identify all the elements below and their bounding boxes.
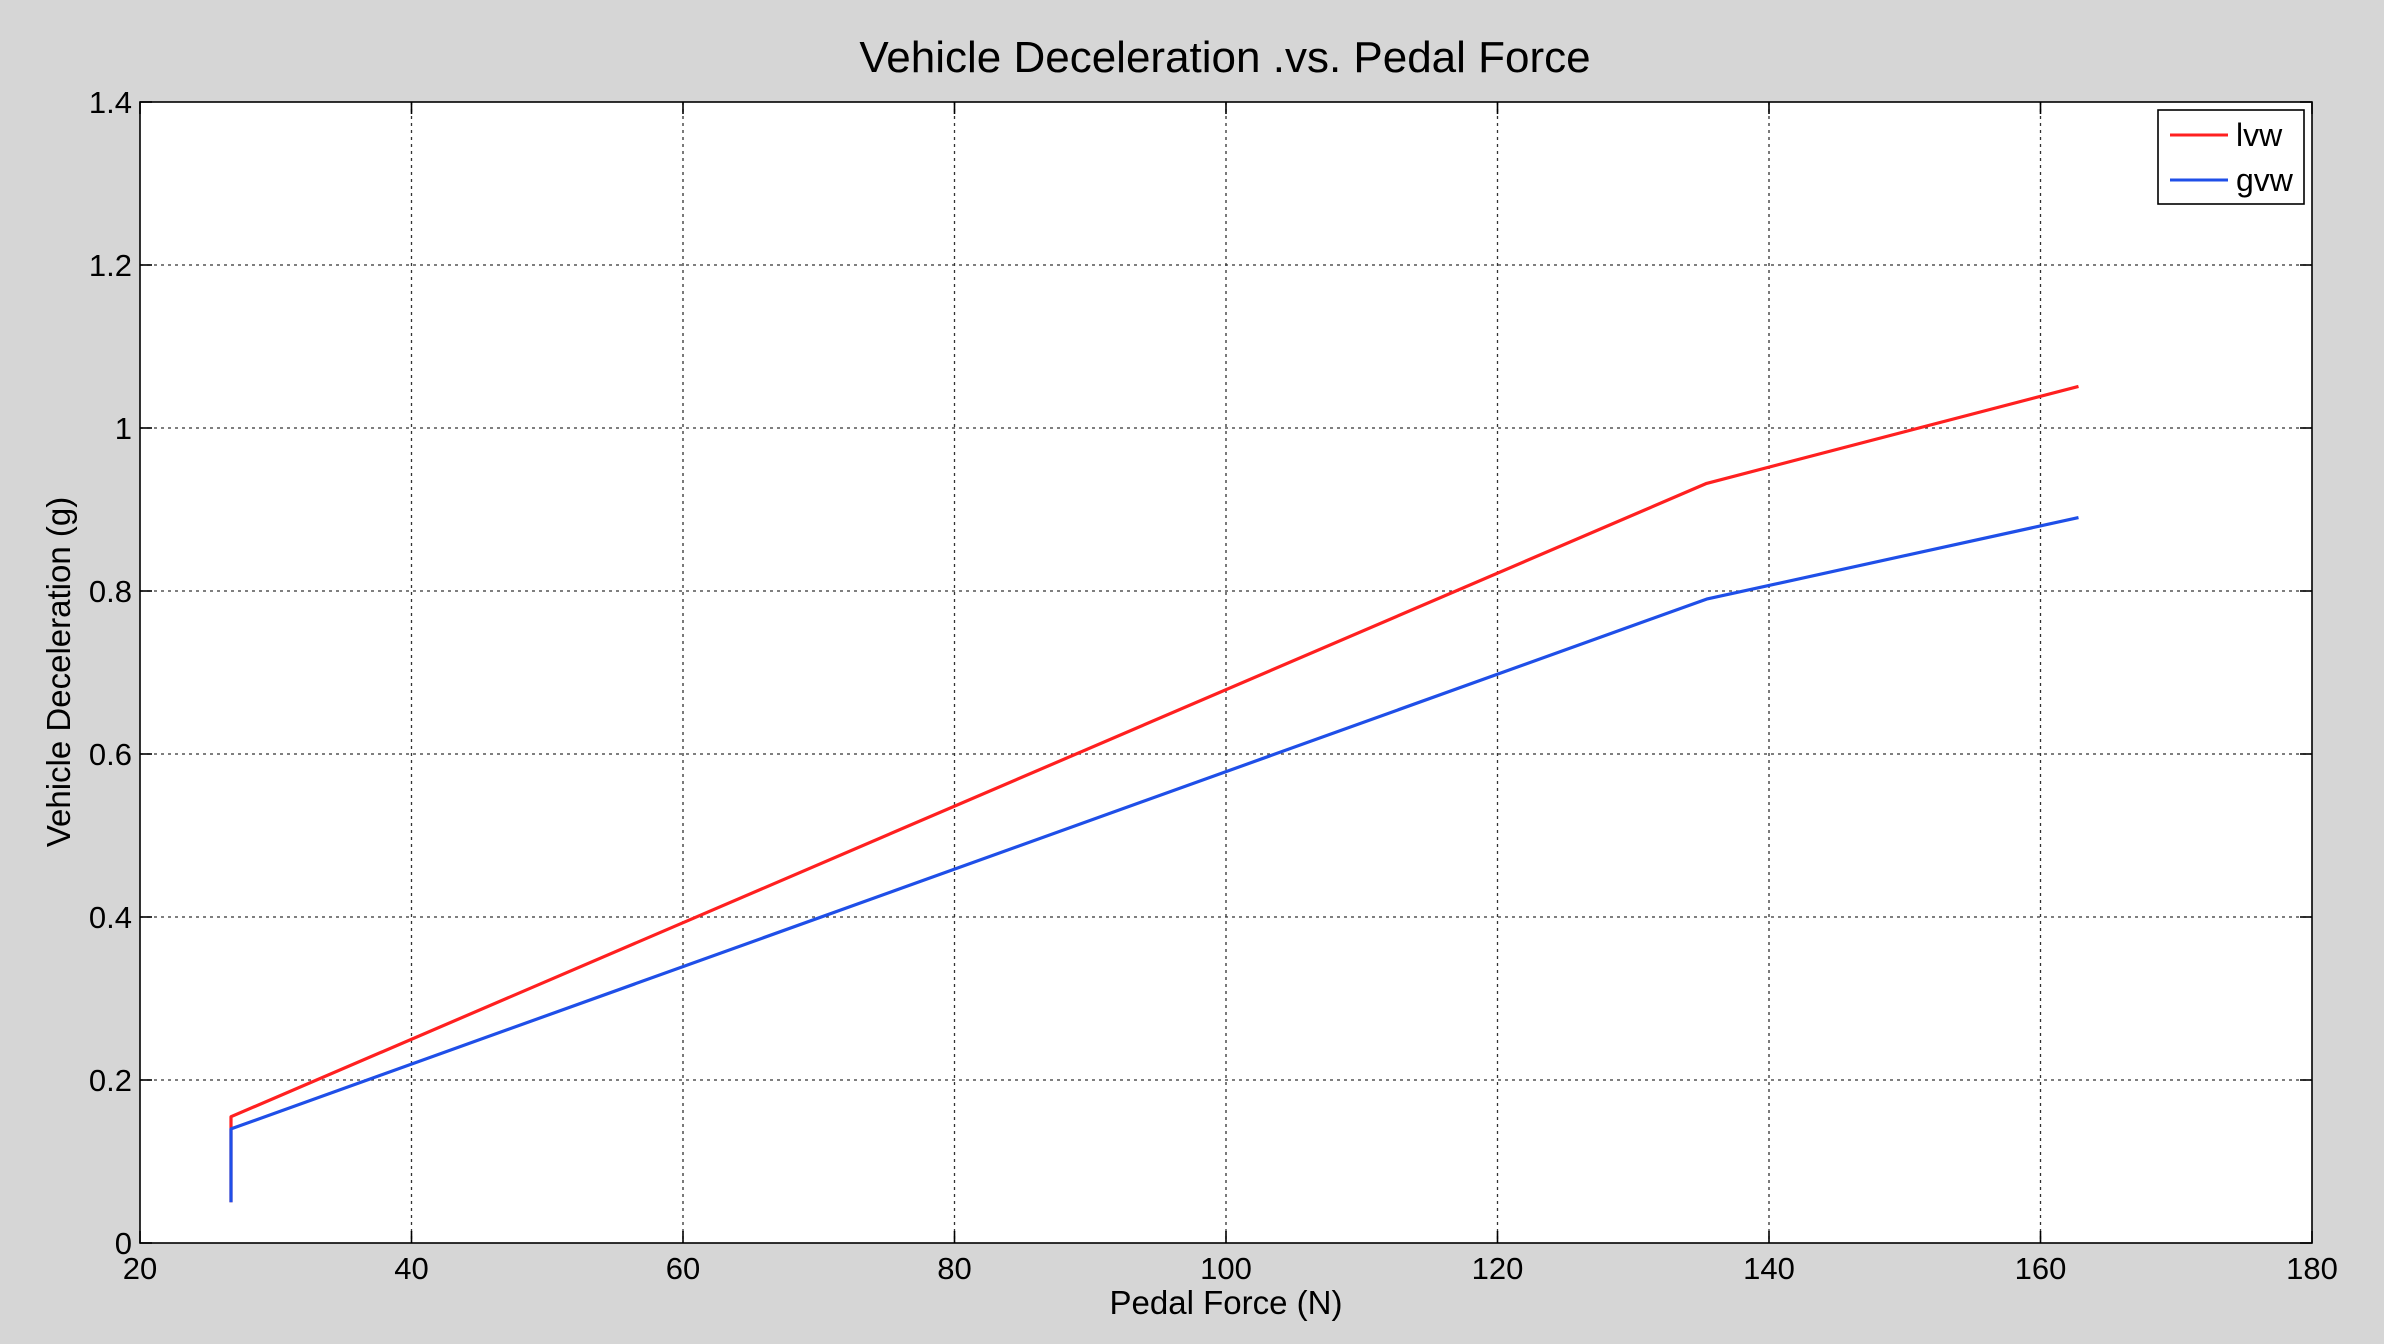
y-tick-label: 1.2 [89, 248, 132, 283]
x-tick-label: 120 [1472, 1251, 1524, 1286]
plot-area [140, 102, 2312, 1243]
x-axis-label: Pedal Force (N) [1110, 1284, 1343, 1321]
y-tick-label: 0 [115, 1226, 132, 1261]
y-axis-label: Vehicle Deceleration (g) [40, 497, 77, 847]
x-tick-label: 40 [394, 1251, 428, 1286]
chart-title: Vehicle Deceleration .vs. Pedal Force [859, 33, 1590, 82]
x-tick-label: 80 [937, 1251, 971, 1286]
series-line-gvw [229, 516, 2079, 1203]
x-tick-label: 60 [666, 1251, 700, 1286]
y-tick-label: 0.8 [89, 574, 132, 609]
y-tick-label: 0.6 [89, 737, 132, 772]
y-tick-label: 0.4 [89, 900, 132, 935]
x-tick-label: 100 [1200, 1251, 1252, 1286]
legend-label-gvw: gvw [2236, 162, 2294, 198]
grid [140, 102, 2312, 1243]
y-tick-label: 1.4 [89, 85, 132, 120]
ticks: 20 40 60 80 100 120 140 160 180 0 0.2 0.4 0.6 0.8 1 1.2… [89, 85, 2338, 1286]
series-layer [229, 384, 2079, 1203]
x-tick-label: 160 [2015, 1251, 2067, 1286]
x-tick-label: 20 [123, 1251, 157, 1286]
x-tick-label: 180 [2286, 1251, 2338, 1286]
y-tick-label: 1 [115, 411, 132, 446]
legend: lvw gvw [2157, 109, 2305, 205]
x-tick-label: 140 [1743, 1251, 1795, 1286]
y-tick-label: 0.2 [89, 1063, 132, 1098]
legend-box [2157, 109, 2305, 205]
legend-label-lvw: lvw [2236, 117, 2283, 153]
